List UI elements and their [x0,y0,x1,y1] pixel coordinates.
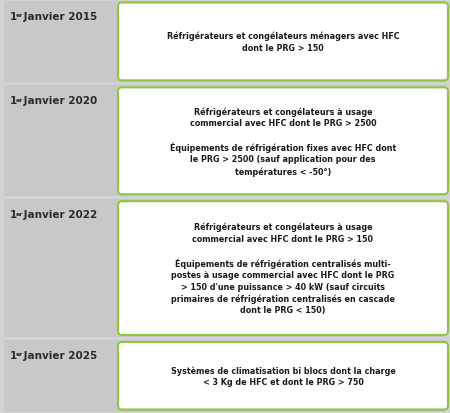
FancyBboxPatch shape [118,202,448,335]
FancyBboxPatch shape [118,3,448,81]
Text: Janvier 2022: Janvier 2022 [19,210,97,220]
FancyBboxPatch shape [4,340,446,411]
Text: er: er [15,351,23,356]
Text: Janvier 2025: Janvier 2025 [19,350,97,360]
Text: Janvier 2015: Janvier 2015 [19,12,97,21]
Text: er: er [15,13,23,18]
Text: 1: 1 [10,210,17,220]
Text: Réfrigérateurs et congélateurs à usage
commercial avec HFC dont le PRG > 150

Éq: Réfrigérateurs et congélateurs à usage c… [171,222,395,315]
FancyBboxPatch shape [118,342,448,410]
Text: Systèmes de climatisation bi blocs dont la charge
< 3 Kg de HFC et dont le PRG >: Systèmes de climatisation bi blocs dont … [171,366,396,386]
Text: er: er [15,211,23,216]
Text: 1: 1 [10,350,17,360]
FancyBboxPatch shape [4,2,446,83]
FancyBboxPatch shape [4,200,446,337]
Text: Réfrigérateurs et congélateurs à usage
commercial avec HFC dont le PRG > 2500

É: Réfrigérateurs et congélateurs à usage c… [170,107,396,176]
Text: 1: 1 [10,12,17,21]
FancyBboxPatch shape [118,88,448,195]
Text: er: er [15,97,23,102]
Text: Réfrigérateurs et congélateurs ménagers avec HFC
dont le PRG > 150: Réfrigérateurs et congélateurs ménagers … [166,32,399,53]
Text: 1: 1 [10,96,17,106]
Text: Janvier 2020: Janvier 2020 [19,96,97,106]
FancyBboxPatch shape [4,86,446,197]
